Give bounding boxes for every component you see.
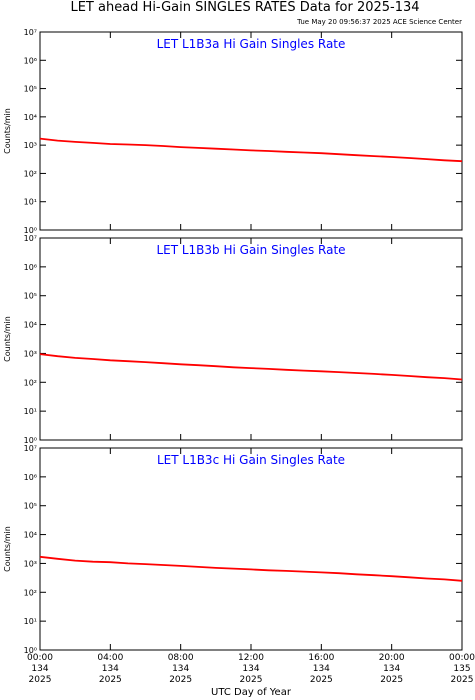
plot-frame [39,31,463,231]
y-tick-label: 10⁵ [24,502,37,511]
y-tick-label: 10⁴ [24,321,37,330]
y-tick-label: 10⁶ [24,473,37,482]
timestamp: Tue May 20 09:56:37 2025 ACE Science Cen… [296,18,462,26]
y-axis-label: Counts/min [3,316,12,362]
y-tick-label: 10⁷ [24,234,37,243]
page-title: LET ahead Hi-Gain SINGLES RATES Data for… [70,0,419,15]
y-tick-label: 10⁰ [24,436,37,445]
data-line [39,353,463,381]
x-tick-label: 08:00 134 2025 [168,653,194,685]
data-line [39,137,463,163]
y-axis-label: Counts/min [3,108,12,154]
x-tick-label: 16:00 134 2025 [308,653,334,685]
x-tick-label: 00:00 134 2025 [27,653,53,685]
y-tick-label: 10¹ [24,617,37,626]
y-tick-label: 10⁷ [24,444,37,453]
x-tick-label: 12:00 134 2025 [238,653,264,685]
y-tick-label: 10² [24,378,37,387]
y-axis-label: Counts/min [3,526,12,572]
y-tick-label: 10¹ [24,407,37,416]
panel-title: LET L1B3c Hi Gain Singles Rate [157,453,345,467]
y-tick-label: 10⁵ [24,292,37,301]
y-tick-label: 10⁴ [24,531,37,540]
panel-title: LET L1B3a Hi Gain Singles Rate [157,37,346,51]
x-axis-label: UTC Day of Year [211,687,292,698]
y-tick-label: 10³ [24,141,37,150]
plot-frame [39,237,463,441]
x-tick-label: 00:00 135 2025 [449,653,475,685]
y-tick-label: 10⁵ [24,85,37,94]
y-tick-label: 10⁴ [24,113,37,122]
y-tick-label: 10³ [24,349,37,358]
y-tick-label: 10⁷ [24,28,37,37]
y-tick-label: 10⁰ [24,226,37,235]
x-tick-label: 04:00 134 2025 [97,653,123,685]
plot-frame [39,447,463,651]
panel-title: LET L1B3b Hi Gain Singles Rate [156,243,345,257]
y-tick-label: 10¹ [24,198,37,207]
data-line [39,555,463,582]
y-tick-label: 10⁶ [24,56,37,65]
y-tick-label: 10⁰ [24,646,37,655]
y-tick-label: 10² [24,588,37,597]
x-tick-label: 20:00 134 2025 [379,653,405,685]
y-tick-label: 10² [24,169,37,178]
y-tick-label: 10³ [24,559,37,568]
y-tick-label: 10⁶ [24,263,37,272]
